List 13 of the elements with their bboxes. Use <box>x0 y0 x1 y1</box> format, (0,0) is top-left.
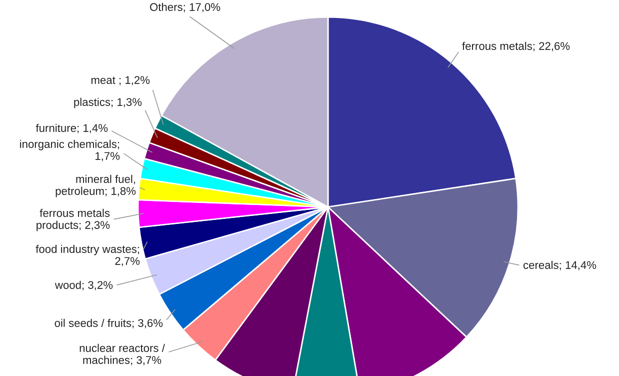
slice-label: mineral fuel, petroleum; 1,8% <box>56 174 136 198</box>
slice-label: oil seeds / fruits; 3,6% <box>54 318 163 328</box>
slice-label: wood; 3,2% <box>54 280 113 290</box>
slice-label: Others; 17,0% <box>150 2 220 12</box>
slice-label: ferrous metals products; 2,3% <box>36 208 110 232</box>
slice-label: ferrous metals; 22,6% <box>462 42 570 52</box>
slice-label: meat ; 1,2% <box>91 76 150 86</box>
slice-label: furniture; 1,4% <box>36 124 108 134</box>
slice-label: plastics; 1,3% <box>74 98 142 108</box>
slice-label: cereals; 14,4% <box>523 260 596 270</box>
slice-label: inorganic chemicals; 1,7% <box>20 140 120 162</box>
slice-label: food industry wastes; 2,7% <box>36 244 140 266</box>
slice-label: nuclear reactors / machines; 3,7% <box>80 344 165 366</box>
